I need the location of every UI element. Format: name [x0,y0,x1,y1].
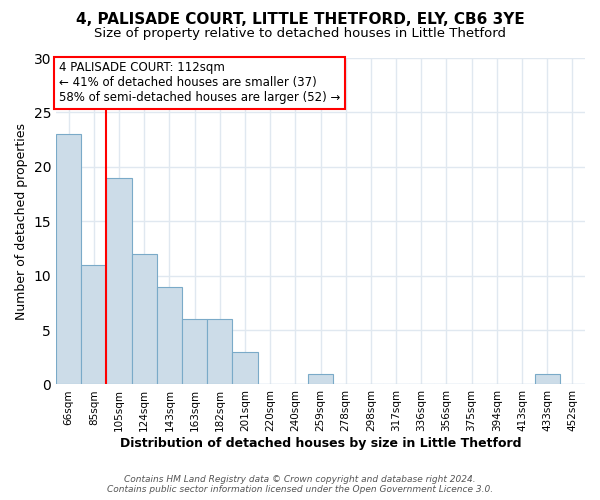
Bar [535,374,560,384]
Bar [131,254,157,384]
Bar [157,286,182,384]
X-axis label: Distribution of detached houses by size in Little Thetford: Distribution of detached houses by size … [120,437,521,450]
Text: Contains HM Land Registry data © Crown copyright and database right 2024.
Contai: Contains HM Land Registry data © Crown c… [107,474,493,494]
Bar [56,134,81,384]
Bar [106,178,131,384]
Bar [207,319,232,384]
Bar [81,265,106,384]
Bar [182,319,207,384]
Bar [232,352,257,384]
Text: Size of property relative to detached houses in Little Thetford: Size of property relative to detached ho… [94,28,506,40]
Text: 4 PALISADE COURT: 112sqm
← 41% of detached houses are smaller (37)
58% of semi-d: 4 PALISADE COURT: 112sqm ← 41% of detach… [59,62,340,104]
Y-axis label: Number of detached properties: Number of detached properties [15,122,28,320]
Text: 4, PALISADE COURT, LITTLE THETFORD, ELY, CB6 3YE: 4, PALISADE COURT, LITTLE THETFORD, ELY,… [76,12,524,28]
Bar [308,374,333,384]
